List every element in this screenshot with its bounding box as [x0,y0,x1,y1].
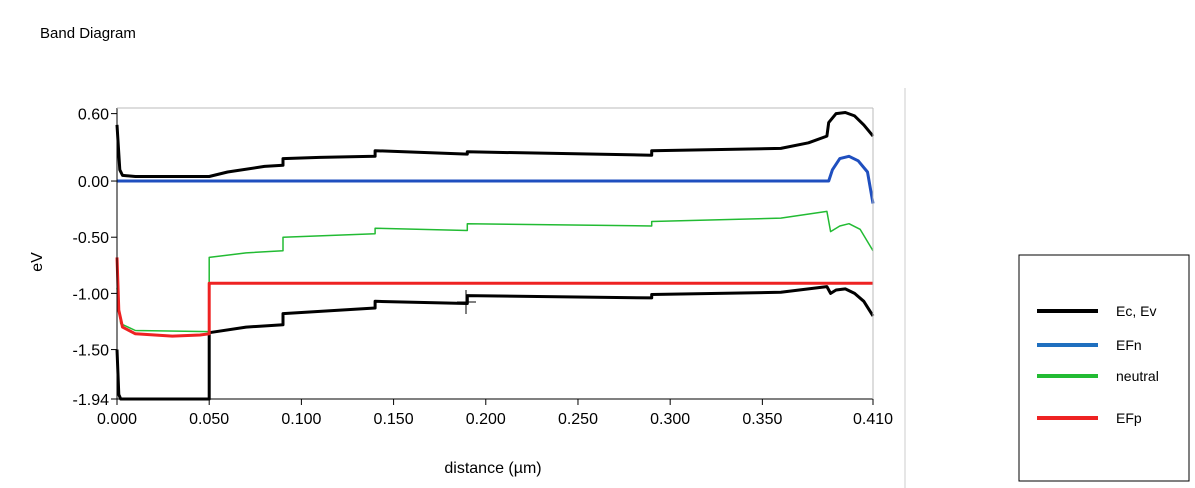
x-tick-label: 0.410 [853,411,893,428]
y-axis-title: eV [29,252,46,272]
series-line-efn [117,154,875,204]
chart-title: Band Diagram [40,25,136,42]
x-tick-label: 0.350 [742,411,782,428]
legend-label: neutral [1116,368,1159,384]
series-line-neutral [116,210,874,333]
legend: Ec, Ev EFn neutral EFp [1018,254,1190,482]
y-tick-label: -0.50 [73,230,110,247]
x-tick-label: 0.050 [189,411,229,428]
x-tick-label: 0.150 [374,411,414,428]
legend-label: EFp [1116,410,1142,426]
x-tick-label: 0.300 [650,411,690,428]
x-tick-label: 0.100 [281,411,321,428]
x-axis-ticks: 0.000 0.050 0.100 0.150 0.200 0.250 0.300 0.350… [97,399,893,428]
series-line-efp [115,257,873,338]
legend-label: EFn [1116,337,1142,353]
x-axis-title: distance (µm) [444,460,541,477]
x-tick-label: 0.250 [558,411,598,428]
y-tick-label: -1.94 [73,392,110,409]
y-tick-label: -1.50 [73,343,110,360]
y-tick-label: -1.00 [73,286,110,303]
series-line-ec [115,111,875,178]
axes [116,107,874,400]
cursor-crosshair-icon [457,290,476,314]
y-axis-ticks: 0.60 0.00 -0.50 -1.00 -1.50 -1.94 [73,107,117,409]
x-tick-label: 0.000 [97,411,137,428]
legend-label: Ec, Ev [1116,303,1156,319]
series-line-ev [115,285,875,401]
y-tick-label: 0.60 [78,107,109,124]
plot-area [115,111,875,401]
x-tick-label: 0.200 [466,411,506,428]
y-tick-label: 0.00 [78,174,109,191]
legend-box [1018,254,1190,482]
